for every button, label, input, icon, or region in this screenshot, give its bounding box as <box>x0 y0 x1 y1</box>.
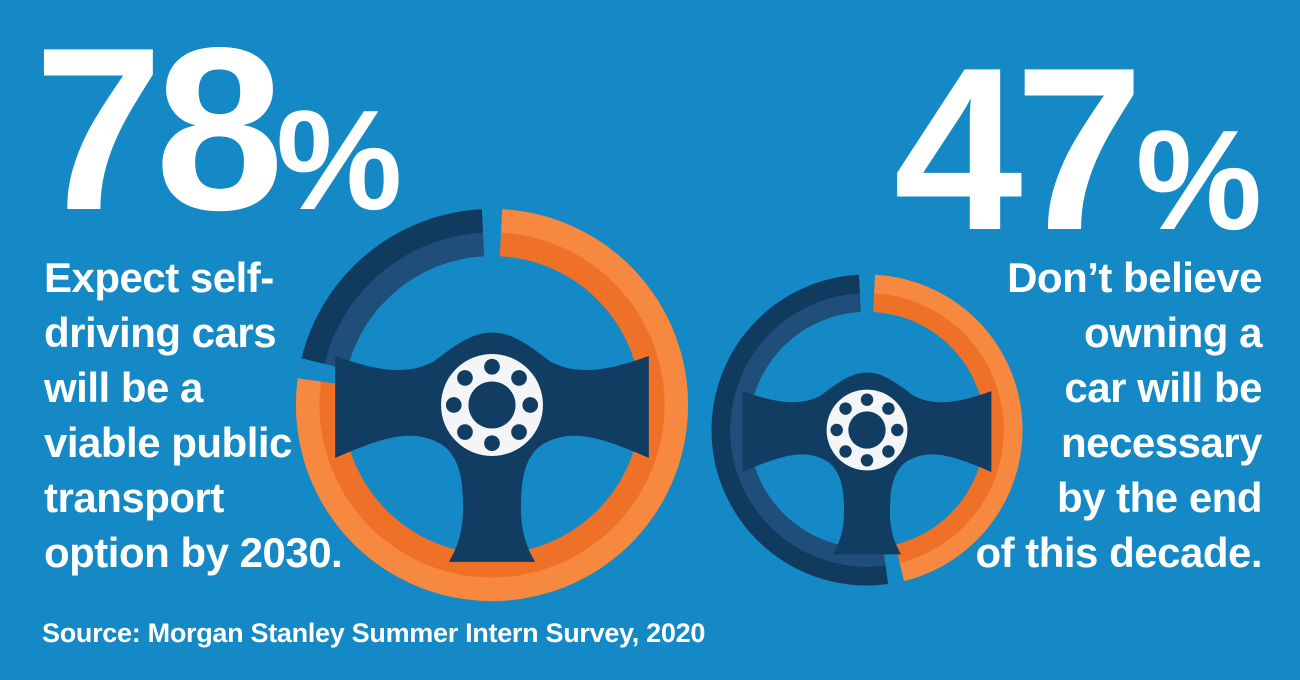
wheel-hub-bolt <box>839 402 852 415</box>
stat-description-line: will be a <box>44 364 203 411</box>
stat-right-value: 47% <box>894 34 1262 266</box>
stat-description-line: owning a <box>1084 309 1263 356</box>
wheel-hub-bolt <box>860 454 874 467</box>
stat-description-line: option by 2030. <box>44 529 343 576</box>
stat-description-line: driving cars <box>44 309 277 356</box>
wheel-hub-bolt <box>882 445 895 458</box>
rim-accent-highlight <box>295 209 689 602</box>
stat-left-percent-sign: % <box>276 81 403 240</box>
wheel-hub-bolt <box>457 370 473 386</box>
wheel-hub-bolt <box>522 397 539 413</box>
wheel-hub-bolt <box>484 358 500 375</box>
steering-wheel-chart-left <box>295 209 689 602</box>
wheel-hub-bolt <box>839 445 852 458</box>
wheel-hub-bolt <box>891 423 904 437</box>
stat-description-line: car will be <box>1064 364 1262 411</box>
stat-right-percent-sign: % <box>1135 101 1262 260</box>
rim-remainder-shadow <box>711 274 889 586</box>
wheel-hub-center <box>468 381 516 429</box>
stat-description-line: viable public <box>44 419 292 466</box>
stat-left-description: Expect self-driving cars will be a viable … <box>44 250 374 580</box>
wheel-hub-bolt <box>457 424 473 440</box>
wheel-hub-bolt <box>511 424 527 440</box>
stat-description-line: of this decade. <box>975 529 1262 576</box>
rim-accent-arc <box>872 274 1023 581</box>
stat-description-line: Expect self- <box>44 254 274 301</box>
steering-wheel-chart-right <box>711 274 1023 586</box>
wheel-hub-bolt <box>484 435 500 452</box>
wheel-hub-bolt <box>445 397 462 413</box>
stat-description-line: transport <box>44 474 224 521</box>
wheel-hub-bolt <box>511 370 527 386</box>
stat-right-number: 47 <box>893 20 1144 279</box>
stat-description-line: necessary <box>1060 419 1263 466</box>
rim-remainder-arc <box>301 209 485 370</box>
source-attribution: Source: Morgan Stanley Summer Intern Sur… <box>42 618 706 648</box>
wheel-hub-bolt <box>830 423 843 437</box>
rim-remainder-arc <box>711 274 889 586</box>
stat-left-value: 78% <box>34 14 402 246</box>
stat-description-line: by the end <box>1056 474 1263 521</box>
stat-left-number: 78 <box>34 0 284 259</box>
rim-accent-highlight <box>874 274 1023 581</box>
wheel-hub-bolt <box>860 393 874 406</box>
wheel-hub-bolt <box>882 402 895 415</box>
stat-right-description: Don’t believe owning a car will be necessar… <box>922 250 1262 580</box>
stat-description-line: Don’t believe <box>1007 254 1262 301</box>
rim-remainder-shadow <box>301 209 484 364</box>
wheel-hub-center <box>848 411 886 449</box>
rim-accent-arc <box>295 209 689 602</box>
